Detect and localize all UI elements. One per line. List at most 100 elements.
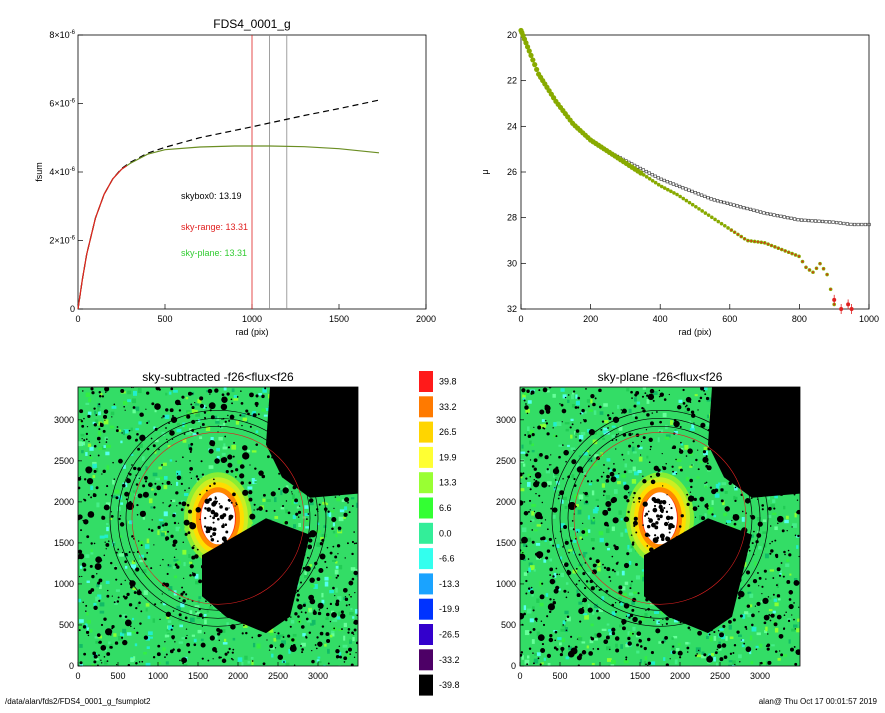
mask-speck — [182, 662, 184, 665]
sky-noise — [88, 629, 93, 633]
sky-noise — [531, 639, 535, 644]
sky-noise — [137, 602, 140, 608]
sky-noise — [521, 527, 527, 533]
colorbar-label: 6.6 — [439, 503, 452, 513]
profile-data-point-core — [808, 269, 811, 271]
mask-speck — [647, 637, 651, 642]
sky-noise — [706, 397, 711, 402]
mask-speck — [218, 656, 221, 659]
mask-speck — [757, 572, 759, 574]
mask-speck — [587, 607, 593, 613]
mask-speck — [558, 494, 560, 496]
profile-data-point — [526, 48, 532, 54]
mask-speck — [90, 496, 93, 499]
mask-speck — [327, 662, 330, 665]
sky-noise — [88, 398, 92, 403]
mask-speck — [353, 531, 355, 533]
sky-noise — [611, 425, 616, 428]
profile-data-point — [820, 219, 825, 224]
sky-noise — [684, 406, 689, 409]
mask-speck — [672, 445, 677, 450]
sky-noise — [621, 586, 626, 591]
mask-speck — [638, 638, 641, 641]
sky-noise — [106, 526, 109, 532]
mask-speck — [192, 572, 196, 577]
mask-speck — [672, 645, 675, 648]
mask-speck — [650, 475, 652, 478]
colorbar-swatch — [419, 674, 433, 696]
sky-noise — [601, 483, 606, 488]
mask-speck — [686, 493, 689, 496]
mask-speck — [568, 551, 570, 554]
sky-noise — [162, 647, 166, 652]
sky-noise — [529, 618, 534, 623]
mask-speck — [614, 602, 617, 604]
mask-speck — [83, 652, 87, 656]
sky-noise — [165, 661, 169, 665]
sky-noise — [176, 428, 182, 433]
mask-speck — [651, 412, 654, 414]
sky-noise — [167, 445, 171, 448]
mask-speck — [529, 488, 532, 491]
sky-noise — [686, 487, 690, 490]
sky-noise — [341, 499, 346, 503]
colorbar-swatch — [419, 649, 433, 671]
sky-noise — [329, 590, 334, 594]
sky-noise — [531, 443, 534, 446]
mask-speck — [592, 563, 597, 568]
mask-disc — [249, 464, 251, 466]
mask-speck — [642, 436, 646, 440]
sky-noise — [79, 644, 83, 648]
mask-speck — [228, 647, 231, 651]
mask-speck — [608, 576, 611, 579]
sky-noise — [571, 392, 575, 396]
mask-speck — [182, 599, 186, 603]
mask-speck — [656, 411, 658, 413]
mask-speck — [777, 515, 784, 523]
mask-speck — [578, 579, 581, 582]
mask-speck — [793, 579, 800, 586]
mask-speck — [228, 455, 230, 458]
sky-noise — [680, 443, 684, 446]
sky-noise — [251, 450, 257, 453]
mask-speck — [130, 625, 132, 628]
sky-noise — [751, 626, 757, 632]
profile-y-tick-label: 20 — [507, 30, 517, 40]
sky-noise — [564, 505, 568, 509]
mask-speck — [197, 478, 200, 481]
sky-noise — [202, 404, 206, 409]
mask-speck — [704, 482, 706, 484]
mask-speck — [572, 390, 576, 393]
sky-noise — [590, 399, 593, 404]
sky-noise — [110, 411, 115, 416]
mask-speck — [194, 401, 196, 404]
annulus-ring — [567, 425, 753, 611]
sky-noise — [603, 432, 607, 435]
profile-data-point-core — [780, 248, 783, 251]
mask-speck — [177, 648, 181, 653]
sky-noise — [562, 620, 566, 625]
mask-speck — [135, 661, 138, 665]
sky-noise — [99, 535, 105, 539]
sky-noise — [138, 421, 142, 425]
profile-x-tick-label: 1000 — [859, 314, 879, 324]
mask-speck — [178, 613, 182, 617]
mask-speck — [333, 507, 335, 510]
mask-speck — [592, 648, 595, 650]
profile-data-point — [806, 218, 811, 223]
mask-speck — [195, 611, 197, 613]
mask-speck — [183, 433, 186, 435]
mask-speck — [697, 630, 703, 636]
sky-noise — [732, 660, 736, 665]
profile-data-point-core — [747, 239, 749, 242]
sky-noise — [337, 616, 341, 620]
mask-speck — [557, 497, 560, 500]
mask-speck — [520, 521, 523, 525]
sky-noise — [592, 518, 595, 522]
sky-noise — [223, 443, 226, 449]
core-mask-dot — [205, 530, 209, 534]
mask-speck — [652, 537, 659, 544]
mask-speck — [335, 649, 340, 654]
mask-speck — [751, 542, 754, 545]
